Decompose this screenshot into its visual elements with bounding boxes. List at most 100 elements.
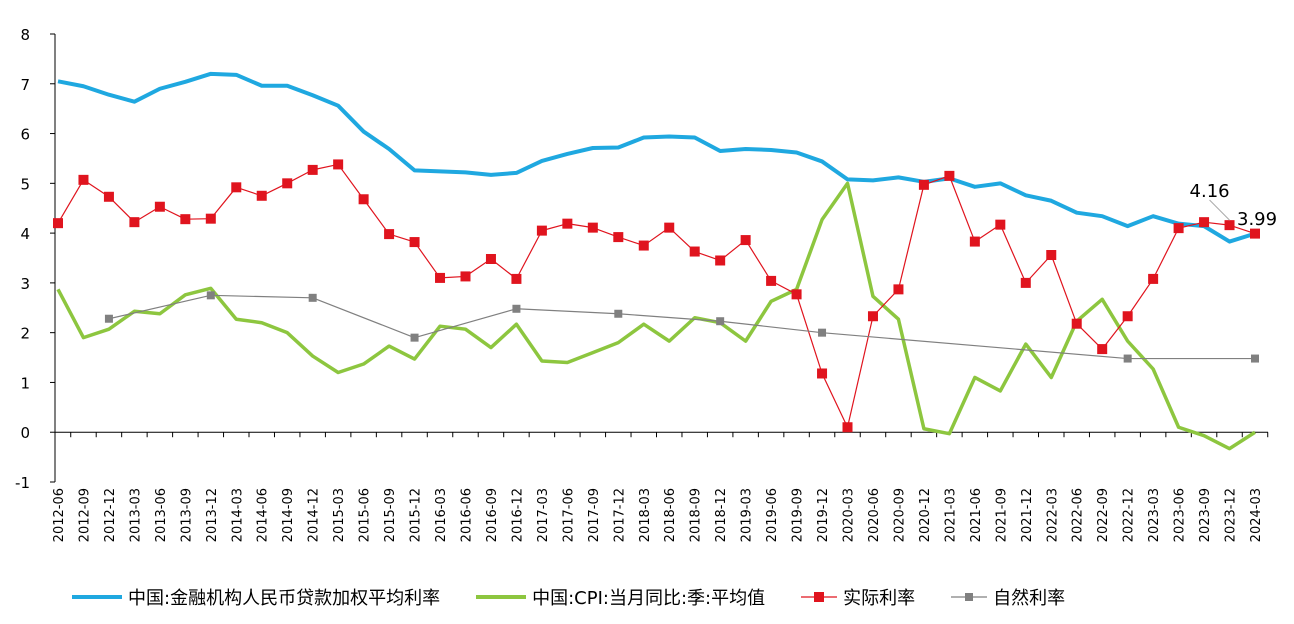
x-tick-label: 2019-12 bbox=[816, 488, 831, 542]
x-tick-label: 2020-09 bbox=[892, 488, 907, 542]
x-tick-label: 2013-12 bbox=[205, 488, 220, 542]
data-point-real-rate bbox=[358, 194, 369, 205]
y-tick-label: -1 bbox=[15, 474, 30, 492]
y-tick-label: 4 bbox=[20, 225, 30, 243]
legend-swatch-natural-rate bbox=[951, 593, 988, 601]
data-point-real-rate bbox=[282, 178, 293, 189]
y-tick-label: 3 bbox=[20, 275, 30, 293]
data-point-natural-rate bbox=[512, 304, 521, 313]
annotation-label: 4.16 bbox=[1190, 181, 1230, 202]
y-tick-label: 6 bbox=[20, 126, 30, 144]
data-point-natural-rate bbox=[818, 328, 827, 337]
x-tick-label: 2021-03 bbox=[943, 488, 958, 542]
x-tick-label: 2020-06 bbox=[867, 488, 882, 542]
x-tick-label: 2017-09 bbox=[587, 488, 602, 542]
x-tick-label: 2022-03 bbox=[1045, 488, 1060, 542]
legend-item-cpi: 中国:CPI:当月同比:季:平均值 bbox=[474, 584, 765, 610]
data-point-real-rate bbox=[944, 170, 955, 181]
x-tick-label: 2015-09 bbox=[383, 488, 398, 542]
x-tick-label: 2021-09 bbox=[994, 488, 1009, 542]
data-point-natural-rate bbox=[308, 293, 317, 302]
legend-label-loan-rate: 中国:金融机构人民币贷款加权平均利率 bbox=[128, 588, 441, 609]
data-point-real-rate bbox=[817, 368, 828, 379]
x-tick-label: 2023-12 bbox=[1224, 488, 1239, 542]
data-point-real-rate bbox=[536, 225, 547, 236]
data-point-real-rate bbox=[129, 217, 140, 228]
data-point-real-rate bbox=[918, 179, 929, 190]
legend-swatch-cpi bbox=[476, 595, 527, 599]
x-tick-label: 2020-12 bbox=[918, 488, 933, 542]
x-tick-label: 2019-06 bbox=[765, 488, 780, 542]
data-point-real-rate bbox=[205, 213, 216, 224]
legend-label-natural-rate: 自然利率 bbox=[993, 588, 1066, 609]
y-tick-label: 7 bbox=[20, 76, 30, 94]
data-point-real-rate bbox=[715, 255, 726, 266]
x-tick-label: 2017-06 bbox=[561, 488, 576, 542]
x-tick-label: 2015-12 bbox=[409, 488, 424, 542]
data-point-real-rate bbox=[180, 214, 191, 225]
data-point-real-rate bbox=[969, 236, 980, 247]
x-tick-label: 2012-09 bbox=[77, 488, 92, 542]
legend-item-loan-rate: 中国:金融机构人民币贷款加权平均利率 bbox=[70, 584, 440, 610]
data-point-natural-rate bbox=[104, 314, 113, 323]
data-point-real-rate bbox=[1071, 318, 1082, 329]
y-tick-label: 2 bbox=[20, 325, 30, 343]
data-point-real-rate bbox=[893, 284, 904, 295]
x-tick-label: 2019-03 bbox=[740, 488, 755, 542]
data-point-real-rate bbox=[1020, 277, 1031, 288]
data-point-natural-rate bbox=[206, 291, 215, 300]
x-tick-label: 2018-12 bbox=[714, 488, 729, 542]
data-point-natural-rate bbox=[1123, 354, 1132, 363]
data-point-real-rate bbox=[307, 164, 318, 175]
data-point-real-rate bbox=[1250, 228, 1260, 239]
annotation-leader-line bbox=[1209, 199, 1230, 221]
data-point-real-rate bbox=[995, 219, 1006, 230]
x-tick-label: 2014-12 bbox=[307, 488, 322, 542]
line-chart: -1 0 1 2 3 4 5 6 7 8 2012-06 2012-09 2012-12 2013-03 2… bbox=[15, 26, 1277, 542]
data-point-real-rate bbox=[740, 235, 751, 246]
x-tick-label: 2016-12 bbox=[510, 488, 525, 542]
legend-item-natural-rate: 自然利率 bbox=[949, 584, 1065, 610]
series-line-loan-rate bbox=[57, 71, 1256, 244]
series-line-cpi bbox=[56, 181, 1256, 451]
x-tick-label: 2012-12 bbox=[103, 488, 118, 542]
x-tick-label: 2022-09 bbox=[1096, 488, 1111, 542]
y-tick-label: 0 bbox=[20, 424, 30, 442]
series-line-natural-rate bbox=[108, 294, 1255, 360]
x-tick-label: 2015-03 bbox=[332, 488, 347, 542]
data-point-real-rate bbox=[867, 311, 878, 322]
data-point-natural-rate bbox=[410, 333, 419, 342]
x-tick-label: 2023-09 bbox=[1198, 488, 1213, 542]
data-point-natural-rate bbox=[716, 317, 725, 326]
x-tick-label: 2014-06 bbox=[256, 488, 271, 542]
data-point-real-rate bbox=[638, 240, 649, 251]
legend-item-real-rate: 实际利率 bbox=[799, 584, 915, 610]
x-tick-label: 2016-09 bbox=[485, 488, 500, 542]
x-tick-label: 2017-03 bbox=[536, 488, 551, 542]
data-point-real-rate bbox=[1199, 217, 1210, 228]
data-point-real-rate bbox=[689, 246, 700, 257]
data-point-real-rate bbox=[103, 191, 114, 202]
data-point-natural-rate bbox=[614, 309, 623, 318]
data-point-real-rate bbox=[333, 159, 344, 170]
data-point-real-rate bbox=[1173, 223, 1184, 234]
x-tick-label: 2014-09 bbox=[281, 488, 296, 542]
data-point-real-rate bbox=[1148, 273, 1159, 284]
data-point-real-rate bbox=[53, 218, 63, 229]
x-tick-label: 2013-03 bbox=[128, 488, 143, 542]
x-tick-label: 2018-09 bbox=[689, 488, 704, 542]
x-tick-label: 2022-12 bbox=[1122, 488, 1137, 542]
legend-swatch-real-rate bbox=[801, 592, 838, 602]
x-tick-label: 2014-03 bbox=[230, 488, 245, 542]
data-point-real-rate bbox=[485, 253, 496, 264]
legend-swatch-loan-rate bbox=[72, 595, 122, 599]
legend: 中国:金融机构人民币贷款加权平均利率 中国:CPI:当月同比:季:平均值 实际利… bbox=[70, 584, 1099, 610]
x-tick-label: 2023-03 bbox=[1147, 488, 1162, 542]
y-tick-label: 8 bbox=[20, 26, 30, 44]
x-tick-label: 2012-06 bbox=[52, 488, 67, 542]
x-tick-label: 2021-06 bbox=[969, 488, 984, 542]
x-tick-label: 2021-12 bbox=[1020, 488, 1035, 542]
x-tick-label: 2016-06 bbox=[459, 488, 474, 542]
data-point-real-rate bbox=[791, 289, 802, 300]
data-point-real-rate bbox=[256, 190, 267, 201]
